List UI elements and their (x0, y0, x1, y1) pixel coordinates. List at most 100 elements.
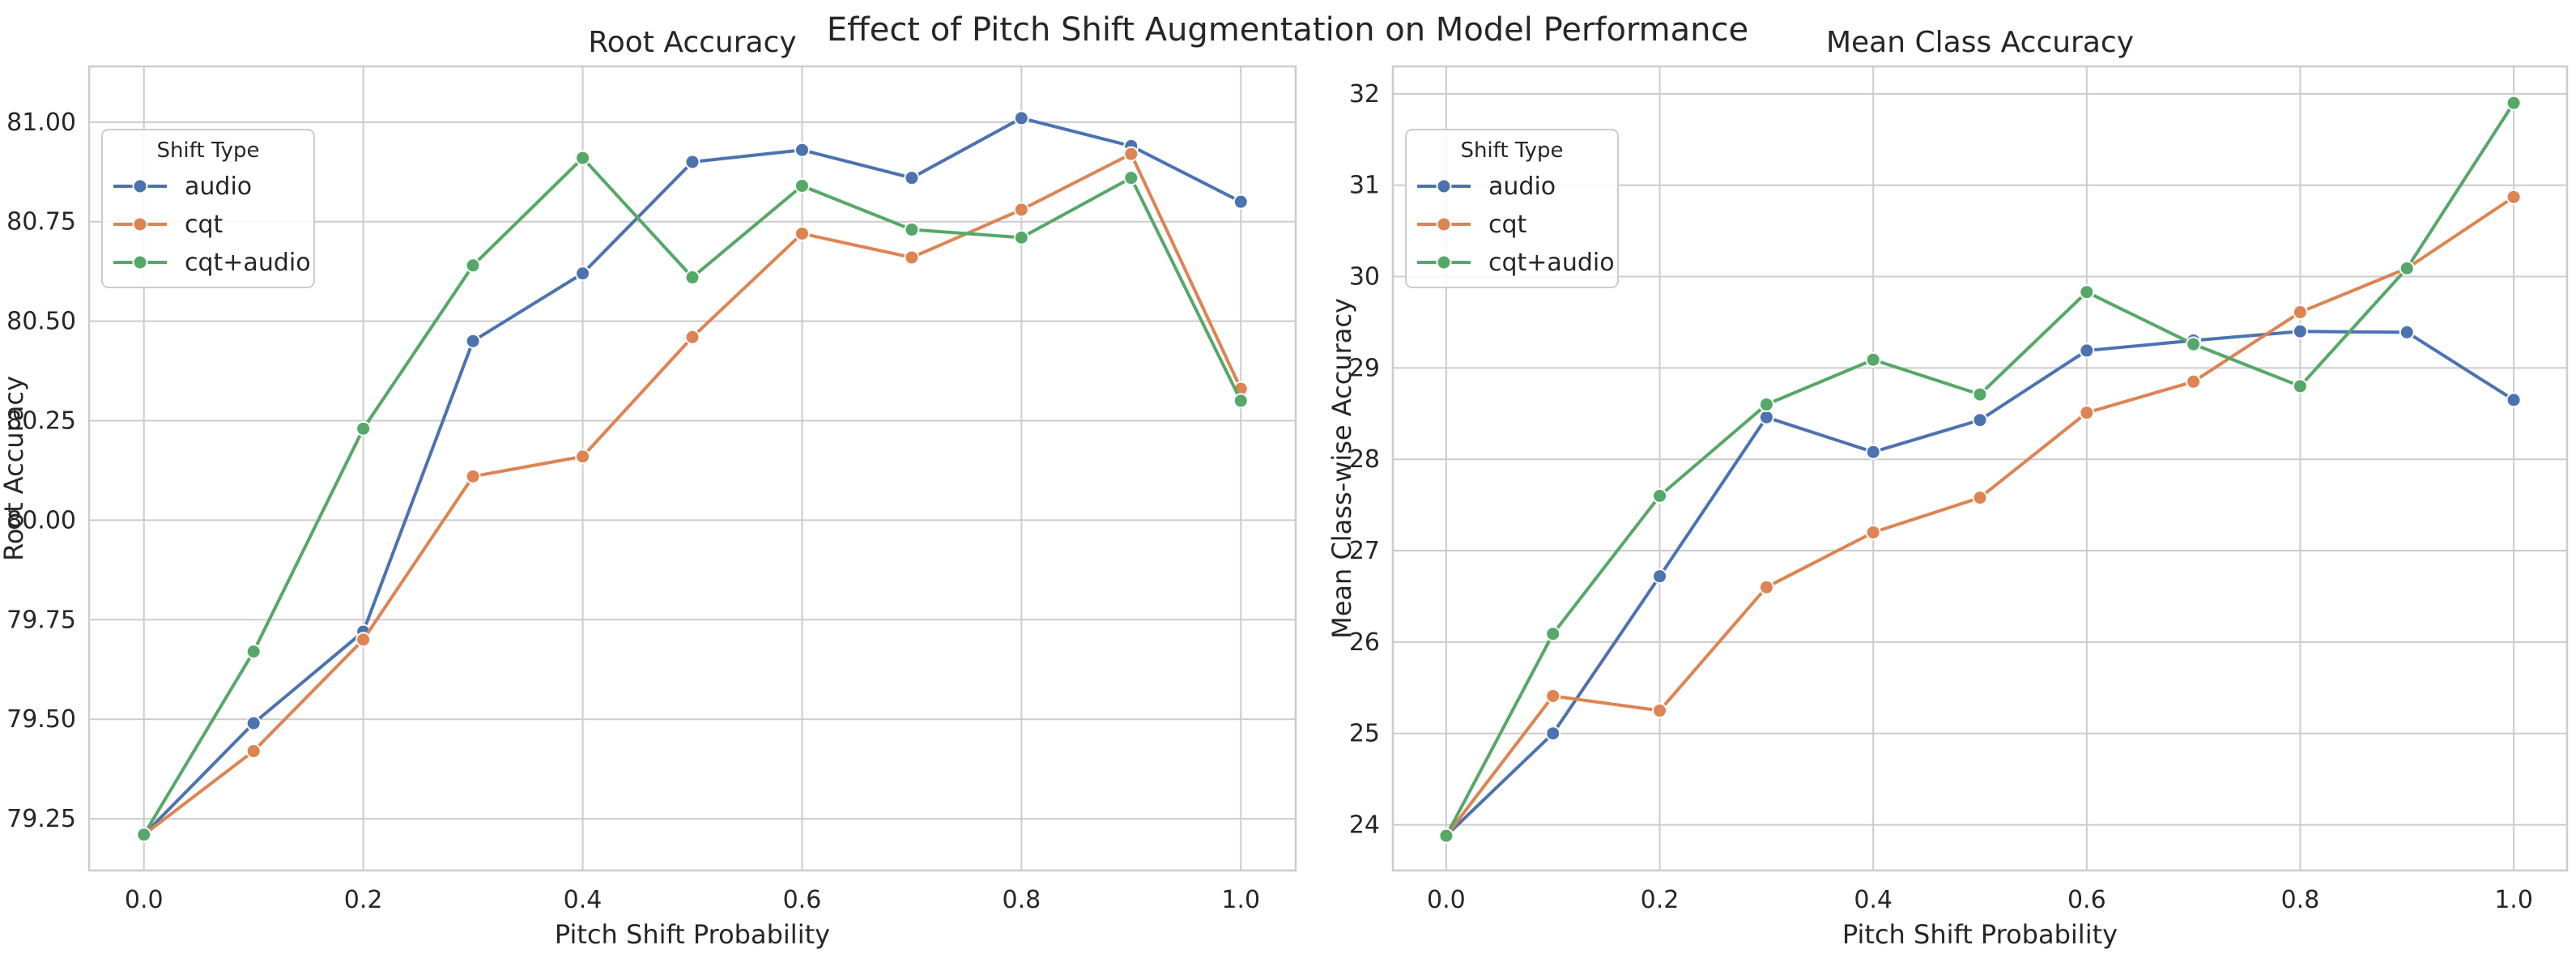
y-tick-label: 24 (1349, 811, 1380, 840)
legend-swatch-marker (1436, 178, 1452, 194)
data-point (1972, 490, 1988, 506)
y-tick-label: 32 (1349, 80, 1380, 109)
y-tick-label: 80.25 (6, 407, 76, 436)
plot-frame (87, 65, 1297, 872)
chart-title: Mean Class Accuracy (1826, 26, 2134, 59)
data-point (1972, 386, 1988, 402)
data-point (356, 420, 372, 436)
data-point (245, 743, 262, 760)
data-point (1652, 703, 1668, 719)
legend-label: audio (185, 172, 252, 201)
data-point (1865, 444, 1881, 460)
series-cqt-audio (1438, 95, 2522, 844)
y-tick-label: 31 (1349, 172, 1380, 200)
data-point (2399, 324, 2415, 340)
legend-swatch-marker (1436, 254, 1452, 270)
legend-label: audio (1488, 172, 1556, 201)
data-point (1758, 579, 1774, 595)
data-point (575, 266, 591, 282)
plot-frame (1391, 65, 2569, 872)
data-point (575, 449, 591, 465)
data-point (136, 827, 152, 843)
chart-title: Root Accuracy (588, 26, 796, 59)
data-point (2506, 189, 2522, 205)
data-point (904, 249, 920, 266)
legend-swatch-marker (132, 216, 148, 232)
legend-label: cqt (1488, 211, 1527, 239)
charts-container: 0.0 0.2 0.4 0.6 0.8 1.0 79.25 79.50 79.75 80.00 80… (0, 26, 2569, 950)
x-tick-label: 0.8 (1003, 886, 1041, 914)
data-point (1233, 393, 1249, 409)
data-point (1545, 687, 1561, 704)
data-point (794, 177, 810, 194)
y-axis-label: Root Accuracy (0, 376, 29, 561)
legend-label: cqt+audio (185, 249, 311, 277)
data-point (356, 632, 372, 648)
x-tick-label: 1.0 (1221, 886, 1260, 914)
data-point (575, 150, 591, 166)
x-tick-label: 0.2 (344, 886, 383, 914)
data-point (904, 170, 920, 186)
data-point (1652, 568, 1668, 585)
legend-swatch-marker (132, 178, 148, 194)
y-tick-label: 79.25 (6, 805, 76, 833)
y-tick-label: 79.75 (6, 606, 76, 634)
x-axis-label: Pitch Shift Probability (1842, 919, 2118, 950)
data-point (2079, 343, 2095, 359)
data-point (1438, 828, 1454, 844)
series-audio (1438, 323, 2522, 844)
data-point (1758, 409, 1774, 425)
data-point (465, 468, 481, 484)
data-point (1865, 351, 1881, 368)
data-point (2079, 284, 2095, 300)
y-tick-label: 28 (1349, 445, 1380, 474)
data-point (904, 222, 920, 238)
y-tick-label: 79.50 (6, 705, 76, 734)
data-point (1545, 726, 1561, 742)
data-point (465, 258, 481, 274)
x-tick-label: 0.0 (125, 886, 164, 914)
data-point (245, 715, 262, 731)
x-tick-label: 0.6 (783, 886, 822, 914)
x-tick-label: 0.6 (2067, 886, 2106, 914)
chart-1: 0.0 0.2 0.4 0.6 0.8 1.0 79.25 79.50 79.75 80.00 80… (0, 26, 1297, 950)
data-point (1013, 229, 1029, 245)
x-tick-label: 0.2 (1641, 886, 1680, 914)
data-point (684, 270, 700, 286)
legend-swatch-marker (132, 254, 148, 270)
legend-box (101, 129, 315, 288)
y-tick-label: 30 (1349, 263, 1380, 292)
x-tick-label: 0.0 (1427, 886, 1466, 914)
data-point (684, 154, 700, 170)
data-point (1865, 524, 1881, 540)
data-point (1972, 412, 1988, 428)
y-tick-label: 25 (1349, 720, 1380, 748)
legend-box (1405, 129, 1619, 288)
data-point (1013, 110, 1029, 126)
y-tick-label: 27 (1349, 537, 1380, 565)
y-tick-label: 81.00 (6, 109, 76, 137)
data-point (2506, 95, 2522, 111)
y-axis-label: Mean Class-wise Accuracy (1326, 298, 1357, 639)
legend-swatch-marker (1436, 216, 1452, 232)
x-axis-label: Pitch Shift Probability (555, 919, 830, 950)
x-tick-label: 0.4 (564, 886, 602, 914)
y-tick-label: 80.00 (6, 506, 76, 534)
data-point (2292, 378, 2308, 394)
data-point (1758, 397, 1774, 413)
x-tick-label: 0.8 (2281, 886, 2320, 914)
x-tick-label: 0.4 (1854, 886, 1893, 914)
data-point (1545, 626, 1561, 642)
series-cqt (1438, 189, 2522, 844)
legend: Shift Type audio cqt cqt+audio (101, 129, 315, 288)
series-audio (136, 110, 1249, 843)
data-point (794, 225, 810, 241)
data-point (1652, 487, 1668, 504)
data-point (2292, 304, 2308, 321)
data-point (1123, 170, 1139, 186)
legend: Shift Type audio cqt cqt+audio (1405, 129, 1619, 288)
y-tick-label: 80.50 (6, 308, 76, 336)
data-point (794, 142, 810, 158)
y-tick-label: 29 (1349, 354, 1380, 382)
